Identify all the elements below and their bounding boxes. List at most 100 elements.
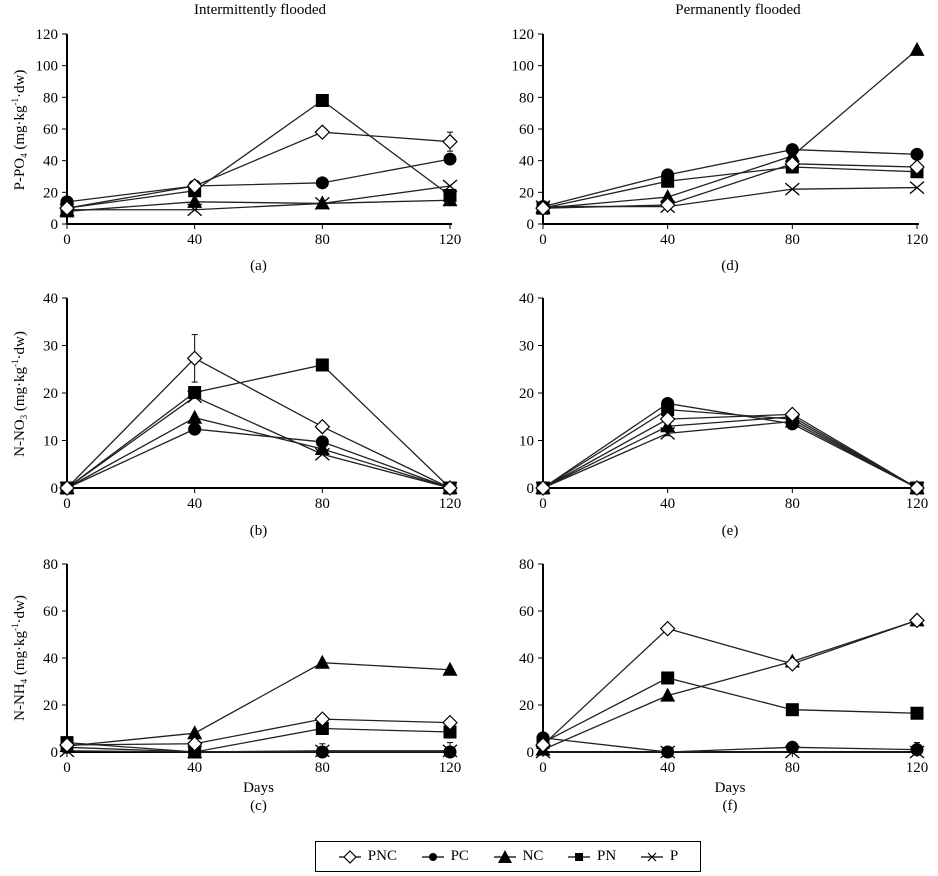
y-tick-label: 40 bbox=[519, 651, 534, 667]
x-tick-label: 120 bbox=[906, 760, 929, 776]
data-point-pn bbox=[315, 358, 329, 372]
series-line-pn bbox=[542, 166, 918, 209]
series-line-pnc bbox=[66, 357, 451, 489]
data-point-pc bbox=[910, 147, 924, 161]
data-point-pnc bbox=[535, 200, 551, 217]
x-tick-label: 120 bbox=[906, 232, 929, 248]
data-point-pc bbox=[315, 176, 329, 190]
data-point-pnc bbox=[909, 612, 925, 629]
series-line-pn bbox=[542, 408, 918, 489]
y-tick-label: 100 bbox=[512, 59, 535, 75]
x-tick-label: 80 bbox=[785, 232, 800, 248]
panel-caption: (c) bbox=[250, 798, 267, 814]
legend-label: PN bbox=[597, 848, 617, 864]
panel-c: 0 20 40 60 80 0 40 80 120 N-NH4 (mg·kg-1·dw) Days (… bbox=[10, 557, 461, 814]
data-point-pnc bbox=[784, 155, 801, 172]
y-tick-label: 60 bbox=[519, 604, 534, 620]
data-point-pnc bbox=[186, 178, 203, 194]
y-tick-label: 80 bbox=[519, 90, 534, 106]
y-tick-label: 40 bbox=[43, 651, 58, 667]
x-tick-label: 0 bbox=[539, 760, 547, 776]
x-cross-icon bbox=[640, 852, 663, 861]
data-point-pc bbox=[661, 745, 675, 759]
y-tick-label: 60 bbox=[519, 122, 534, 138]
panel-caption: (b) bbox=[250, 523, 268, 539]
legend-label: P bbox=[669, 848, 679, 864]
legend-item-pn: PN bbox=[567, 848, 616, 865]
y-tick-label: 10 bbox=[519, 434, 534, 450]
y-axis-label: N-NO3 (mg·kg-1·dw) bbox=[10, 331, 29, 457]
data-point-pc bbox=[785, 143, 799, 157]
series-line-pc bbox=[542, 148, 918, 208]
data-point-pc bbox=[188, 745, 202, 759]
y-tick-label: 60 bbox=[43, 604, 58, 620]
series-line-p bbox=[67, 185, 451, 211]
data-point-pnc bbox=[314, 418, 331, 435]
series-line-pnc bbox=[542, 619, 918, 746]
data-point-pc bbox=[315, 745, 329, 759]
data-point-pc bbox=[315, 435, 329, 449]
data-point-pnc bbox=[314, 124, 331, 141]
panel-a: 0 20 40 60 80 100 120 0 40 80 120 P-PO4 (mg·kg-1·dw… bbox=[10, 27, 461, 274]
y-axis-label: N-NH4 (mg·kg-1·dw) bbox=[10, 595, 29, 721]
data-point-pnc bbox=[59, 200, 75, 217]
data-point-pn bbox=[315, 722, 329, 735]
x-tick-label: 80 bbox=[315, 760, 330, 776]
x-tick-label: 80 bbox=[315, 232, 330, 248]
x-tick-label: 120 bbox=[439, 496, 462, 512]
series-line-pn bbox=[542, 677, 918, 744]
data-point-pn bbox=[661, 671, 675, 685]
x-axis-label: Days bbox=[715, 780, 746, 796]
data-point-nc bbox=[660, 687, 676, 702]
series-line-pn bbox=[66, 727, 451, 753]
data-point-pnc bbox=[442, 480, 458, 496]
data-point-pn bbox=[443, 725, 457, 739]
open-diamond-icon bbox=[338, 849, 361, 864]
data-point-nc bbox=[442, 661, 458, 676]
legend-label: NC bbox=[522, 848, 544, 864]
y-tick-label: 80 bbox=[519, 557, 534, 573]
y-tick-label: 120 bbox=[512, 27, 535, 43]
data-point-pnc bbox=[909, 480, 925, 496]
data-point-pc bbox=[188, 422, 202, 436]
series-line-pnc bbox=[542, 413, 918, 489]
data-point-pn bbox=[910, 706, 924, 720]
data-point-pnc bbox=[442, 714, 458, 731]
panel-caption: (a) bbox=[250, 258, 267, 274]
x-tick-label: 0 bbox=[539, 496, 547, 512]
legend-item-pnc: PNC bbox=[338, 848, 397, 865]
y-tick-label: 100 bbox=[36, 59, 59, 75]
data-point-pnc bbox=[784, 656, 801, 672]
x-tick-label: 80 bbox=[785, 760, 800, 776]
y-tick-label: 30 bbox=[43, 339, 58, 355]
data-point-pc bbox=[443, 745, 457, 759]
data-point-pn bbox=[315, 94, 329, 107]
data-point-nc bbox=[187, 193, 203, 208]
data-point-pn bbox=[785, 703, 799, 717]
x-tick-label: 40 bbox=[187, 232, 202, 248]
y-tick-label: 40 bbox=[43, 154, 58, 170]
data-point-pc bbox=[785, 417, 799, 431]
legend-label: PNC bbox=[367, 848, 397, 864]
x-tick-label: 40 bbox=[187, 760, 202, 776]
data-point-nc bbox=[660, 189, 676, 204]
series-line-pnc bbox=[66, 718, 451, 746]
series-line-nc bbox=[66, 199, 451, 212]
data-point-pnc bbox=[659, 411, 676, 427]
y-tick-label: 40 bbox=[519, 291, 534, 307]
x-tick-label: 120 bbox=[439, 232, 462, 248]
data-point-pnc bbox=[659, 197, 676, 213]
y-tick-label: 0 bbox=[51, 481, 59, 497]
column-title-permanent: Permanently flooded bbox=[675, 2, 801, 18]
series-line-nc bbox=[542, 619, 918, 751]
series-line-pnc bbox=[66, 131, 451, 209]
x-tick-label: 40 bbox=[660, 760, 675, 776]
data-point-pnc bbox=[535, 737, 551, 753]
series-line-nc bbox=[542, 416, 918, 489]
panel-d: 0 20 40 60 80 100 120 0 40 80 120 (d) bbox=[512, 27, 929, 274]
series-line-pn bbox=[66, 99, 451, 209]
y-tick-label: 80 bbox=[43, 90, 58, 106]
series-line-nc bbox=[66, 662, 451, 747]
y-tick-label: 0 bbox=[527, 745, 535, 761]
